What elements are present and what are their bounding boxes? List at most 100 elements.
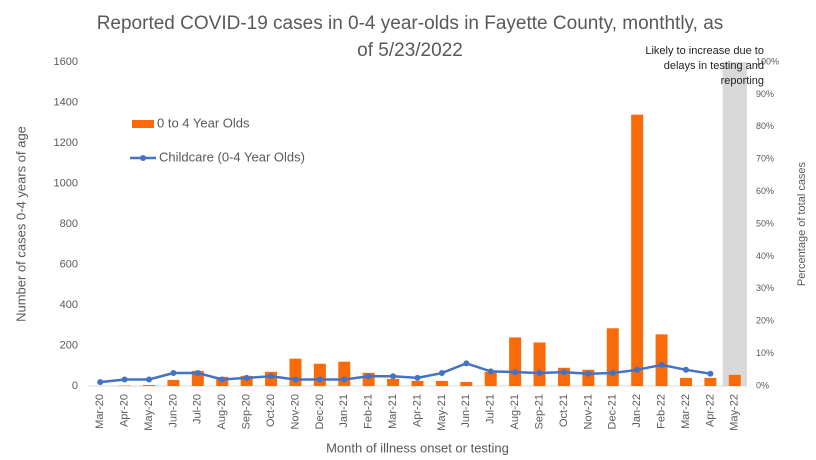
x-tick-label: Jan-22 [631, 394, 643, 428]
x-tick-label: Oct-21 [558, 394, 570, 427]
y2-tick-label: 50% [756, 218, 774, 228]
line-marker [609, 370, 616, 377]
y-tick-label: 600 [60, 258, 78, 270]
x-tick-label: May-20 [143, 394, 155, 431]
legend-label: 0 to 4 Year Olds [157, 115, 250, 130]
x-tick-label: May-21 [436, 394, 448, 431]
x-tick-label: Jun-21 [460, 394, 472, 428]
x-tick-label: Apr-20 [119, 394, 131, 427]
y2-tick-label: 80% [756, 121, 774, 131]
y-tick-label: 400 [60, 299, 78, 311]
y2-axis-label: Percentage of total cases [796, 161, 808, 286]
x-tick-label: Feb-21 [363, 394, 375, 429]
shaded-region [722, 62, 747, 386]
legend-label: Childcare (0-4 Year Olds) [159, 149, 305, 164]
bar [679, 377, 692, 386]
x-tick-label: Mar-21 [387, 394, 399, 429]
line-marker [585, 370, 592, 377]
bar [509, 337, 522, 386]
y-tick-label: 1600 [54, 56, 78, 68]
line-marker [341, 376, 348, 383]
x-tick-label: Jul-21 [485, 394, 497, 424]
y2-tick-label: 60% [756, 186, 774, 196]
bar [655, 334, 668, 386]
x-tick-label: Apr-21 [411, 394, 423, 427]
annotation: Likely to increase due to delays in test… [645, 45, 764, 87]
x-tick-label: Dec-20 [314, 394, 326, 429]
bar [387, 378, 400, 386]
line-marker [414, 374, 421, 381]
line-marker [682, 366, 689, 373]
line-marker [268, 373, 275, 380]
x-tick-label: Sep-21 [533, 394, 545, 429]
bar [533, 342, 546, 386]
y2-tick-label: 10% [756, 348, 774, 358]
line-marker [463, 360, 470, 367]
line-marker [243, 374, 250, 381]
y2-tick-label: 90% [756, 89, 774, 99]
y-tick-label: 800 [60, 218, 78, 230]
y-tick-label: 200 [60, 339, 78, 351]
bar [728, 374, 741, 386]
line [100, 361, 711, 384]
bar [606, 328, 619, 386]
legend-swatch [132, 120, 154, 128]
x-tick-label: Jan-21 [338, 394, 350, 428]
y-tick-label: 0 [72, 380, 78, 392]
y-tick-label: 1200 [54, 137, 78, 149]
x-tick-label: Mar-20 [94, 394, 106, 429]
x-tick-label: Sep-20 [241, 394, 253, 429]
x-axis-label: Month of illness onset or testing [326, 440, 509, 455]
line-marker [365, 373, 372, 380]
y-tick-label: 1400 [54, 96, 78, 108]
x-tick-label: Nov-20 [289, 394, 301, 429]
x-tick-label: Oct-20 [265, 394, 277, 427]
y2-tick-label: 100% [756, 56, 779, 66]
x-tick-label: Aug-21 [509, 394, 521, 429]
line-marker [487, 368, 494, 375]
bar [484, 371, 497, 386]
line-marker [707, 370, 714, 377]
x-tick-label: Dec-21 [607, 394, 619, 429]
line-marker [634, 366, 641, 373]
bar [240, 375, 253, 386]
line-marker [438, 370, 445, 377]
legend-swatch [140, 155, 146, 161]
y2-tick-label: 20% [756, 316, 774, 326]
bar [313, 363, 326, 386]
bar [143, 384, 156, 386]
x-tick-label: Jun-20 [167, 394, 179, 428]
line-marker [560, 369, 567, 376]
y-axis-label: Number of cases 0-4 years of age [13, 126, 28, 322]
y2-tick-label: 0% [756, 380, 769, 390]
line-marker [390, 373, 397, 380]
x-tick-label: May-22 [729, 394, 741, 431]
y2-tick-label: 40% [756, 251, 774, 261]
line-marker [316, 376, 323, 383]
y2-tick-label: 30% [756, 283, 774, 293]
bar [167, 379, 180, 386]
bar [435, 380, 448, 386]
line-marker [146, 376, 153, 383]
x-tick-label: Mar-22 [680, 394, 692, 429]
line-marker [170, 370, 177, 377]
x-tick-label: Aug-20 [216, 394, 228, 429]
line-marker [219, 376, 226, 383]
bar [704, 377, 717, 386]
x-tick-label: Nov-21 [582, 394, 594, 429]
line-marker [512, 369, 519, 376]
line-marker [536, 370, 543, 377]
chart-title: Reported COVID-19 cases in 0-4 year-olds… [96, 13, 724, 61]
line-marker [121, 376, 128, 383]
line-marker [658, 361, 665, 368]
line-marker [97, 379, 104, 386]
line-marker [292, 376, 299, 383]
bar [631, 114, 644, 387]
x-tick-label: Jul-20 [192, 394, 204, 424]
y2-tick-label: 70% [756, 154, 774, 164]
y-tick-label: 1000 [54, 177, 78, 189]
x-tick-label: Apr-22 [704, 394, 716, 427]
bar [411, 380, 424, 386]
